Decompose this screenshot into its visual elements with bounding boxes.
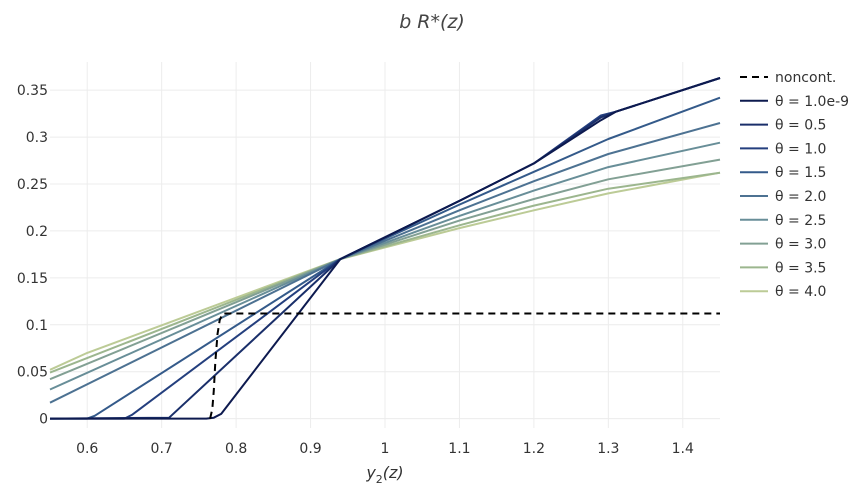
x-tick-label: 1.2 <box>523 441 545 457</box>
chart-title-text: b R*(z) <box>399 11 465 33</box>
legend-item: θ = 3.5 <box>740 260 826 276</box>
series-line <box>49 141 721 391</box>
series-line <box>209 312 720 419</box>
y-tick-label: 0.1 <box>26 318 48 334</box>
series-line <box>49 171 721 371</box>
legend-label: θ = 2.5 <box>775 213 826 229</box>
y-tick-label: 0.3 <box>26 130 48 146</box>
series-line <box>49 158 721 381</box>
legend-item: noncont. <box>740 70 836 86</box>
legend-item: θ = 1.5 <box>740 165 826 181</box>
x-axis-label: y2(z) <box>365 463 403 486</box>
x-axis-ticks: 0.6 0.7 0.8 0.9 1 1.1 1.2 1.3 1.4 <box>76 441 694 457</box>
series-lines <box>49 77 721 420</box>
y-tick-label: 0.35 <box>17 83 48 99</box>
legend-label: θ = 1.0e-9 <box>775 94 849 110</box>
y-axis-ticks: 0 0.05 0.1 0.15 0.2 0.25 0.3 0.35 <box>17 83 48 427</box>
y-tick-label: 0.2 <box>26 224 48 240</box>
x-tick-label: 0.8 <box>225 441 247 457</box>
x-tick-label: 0.6 <box>76 441 98 457</box>
x-tick-label: 1 <box>381 441 390 457</box>
y-tick-label: 0.15 <box>17 271 48 287</box>
legend-item: θ = 0.5 <box>740 118 826 134</box>
legend-label: θ = 2.0 <box>775 189 826 205</box>
y-tick-label: 0.25 <box>17 177 48 193</box>
legend: noncont. θ = 1.0e-9 θ = 0.5 θ = 1.0 θ = 1.5 θ… <box>740 70 849 300</box>
legend-label: noncont. <box>775 70 836 86</box>
legend-item: θ = 1.0 <box>740 141 826 157</box>
legend-label: θ = 0.5 <box>775 118 826 134</box>
legend-label: θ = 3.5 <box>775 260 826 276</box>
x-tick-label: 1.3 <box>597 441 619 457</box>
legend-label: θ = 3.0 <box>775 237 826 253</box>
chart-title: b R*(z) <box>399 11 465 33</box>
y-tick-label: 0 <box>39 412 48 428</box>
legend-item: θ = 4.0 <box>740 284 826 300</box>
legend-label: θ = 1.0 <box>775 141 826 157</box>
legend-label: θ = 1.5 <box>775 165 826 181</box>
x-tick-label: 1.4 <box>672 441 694 457</box>
legend-label: θ = 4.0 <box>775 284 826 300</box>
legend-item: θ = 3.0 <box>740 237 826 253</box>
x-tick-label: 0.7 <box>151 441 173 457</box>
legend-item: θ = 2.0 <box>740 189 826 205</box>
series-line <box>49 171 721 374</box>
y-tick-label: 0.05 <box>17 365 48 381</box>
legend-item: θ = 2.5 <box>740 213 826 229</box>
x-tick-label: 1.1 <box>448 441 470 457</box>
series-line <box>49 122 721 404</box>
legend-item: θ = 1.0e-9 <box>740 94 849 110</box>
x-tick-label: 0.9 <box>299 441 321 457</box>
